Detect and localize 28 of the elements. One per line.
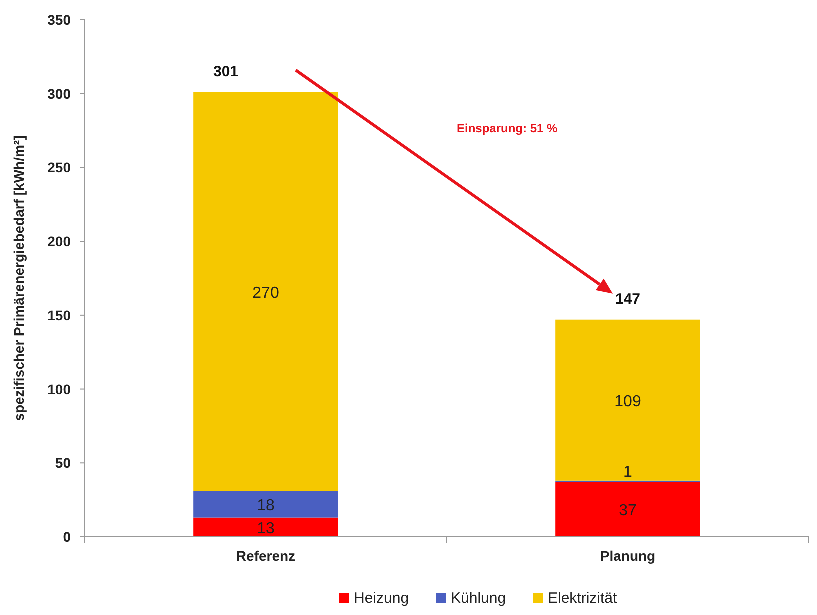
x-tick-label: Planung: [600, 548, 656, 564]
y-axis-title: spezifischer Primärenergiebedarf [kWh/m²]: [11, 136, 27, 422]
y-tick-label: 350: [48, 12, 72, 28]
y-tick-label: 250: [48, 160, 72, 176]
total-label: 301: [213, 63, 239, 80]
y-tick-label: 200: [48, 234, 72, 250]
y-tick-label: 0: [63, 529, 72, 545]
data-label: 13: [257, 520, 275, 538]
y-tick-label: 150: [48, 307, 72, 324]
x-tick-label: Referenz: [236, 548, 296, 564]
legend-label: Heizung: [354, 590, 410, 607]
y-tick-label: 50: [55, 455, 72, 472]
data-label: 37: [619, 502, 637, 520]
legend-label: Kühlung: [451, 590, 506, 607]
y-tick-label: 300: [48, 86, 72, 102]
bar: [556, 482, 700, 537]
bar: [194, 518, 338, 537]
y-tick-label: 100: [48, 381, 72, 398]
data-label: 270: [252, 284, 280, 302]
data-label: 1: [624, 464, 633, 481]
data-label: 18: [257, 498, 275, 515]
bar: [194, 491, 338, 518]
annotation: Einsparung: 51 %: [457, 121, 558, 136]
legend-label: Elektrizität: [548, 590, 618, 607]
data-label: 109: [614, 393, 642, 410]
total-label: 147: [615, 290, 641, 308]
bar: [194, 92, 338, 492]
bar: [556, 320, 700, 481]
